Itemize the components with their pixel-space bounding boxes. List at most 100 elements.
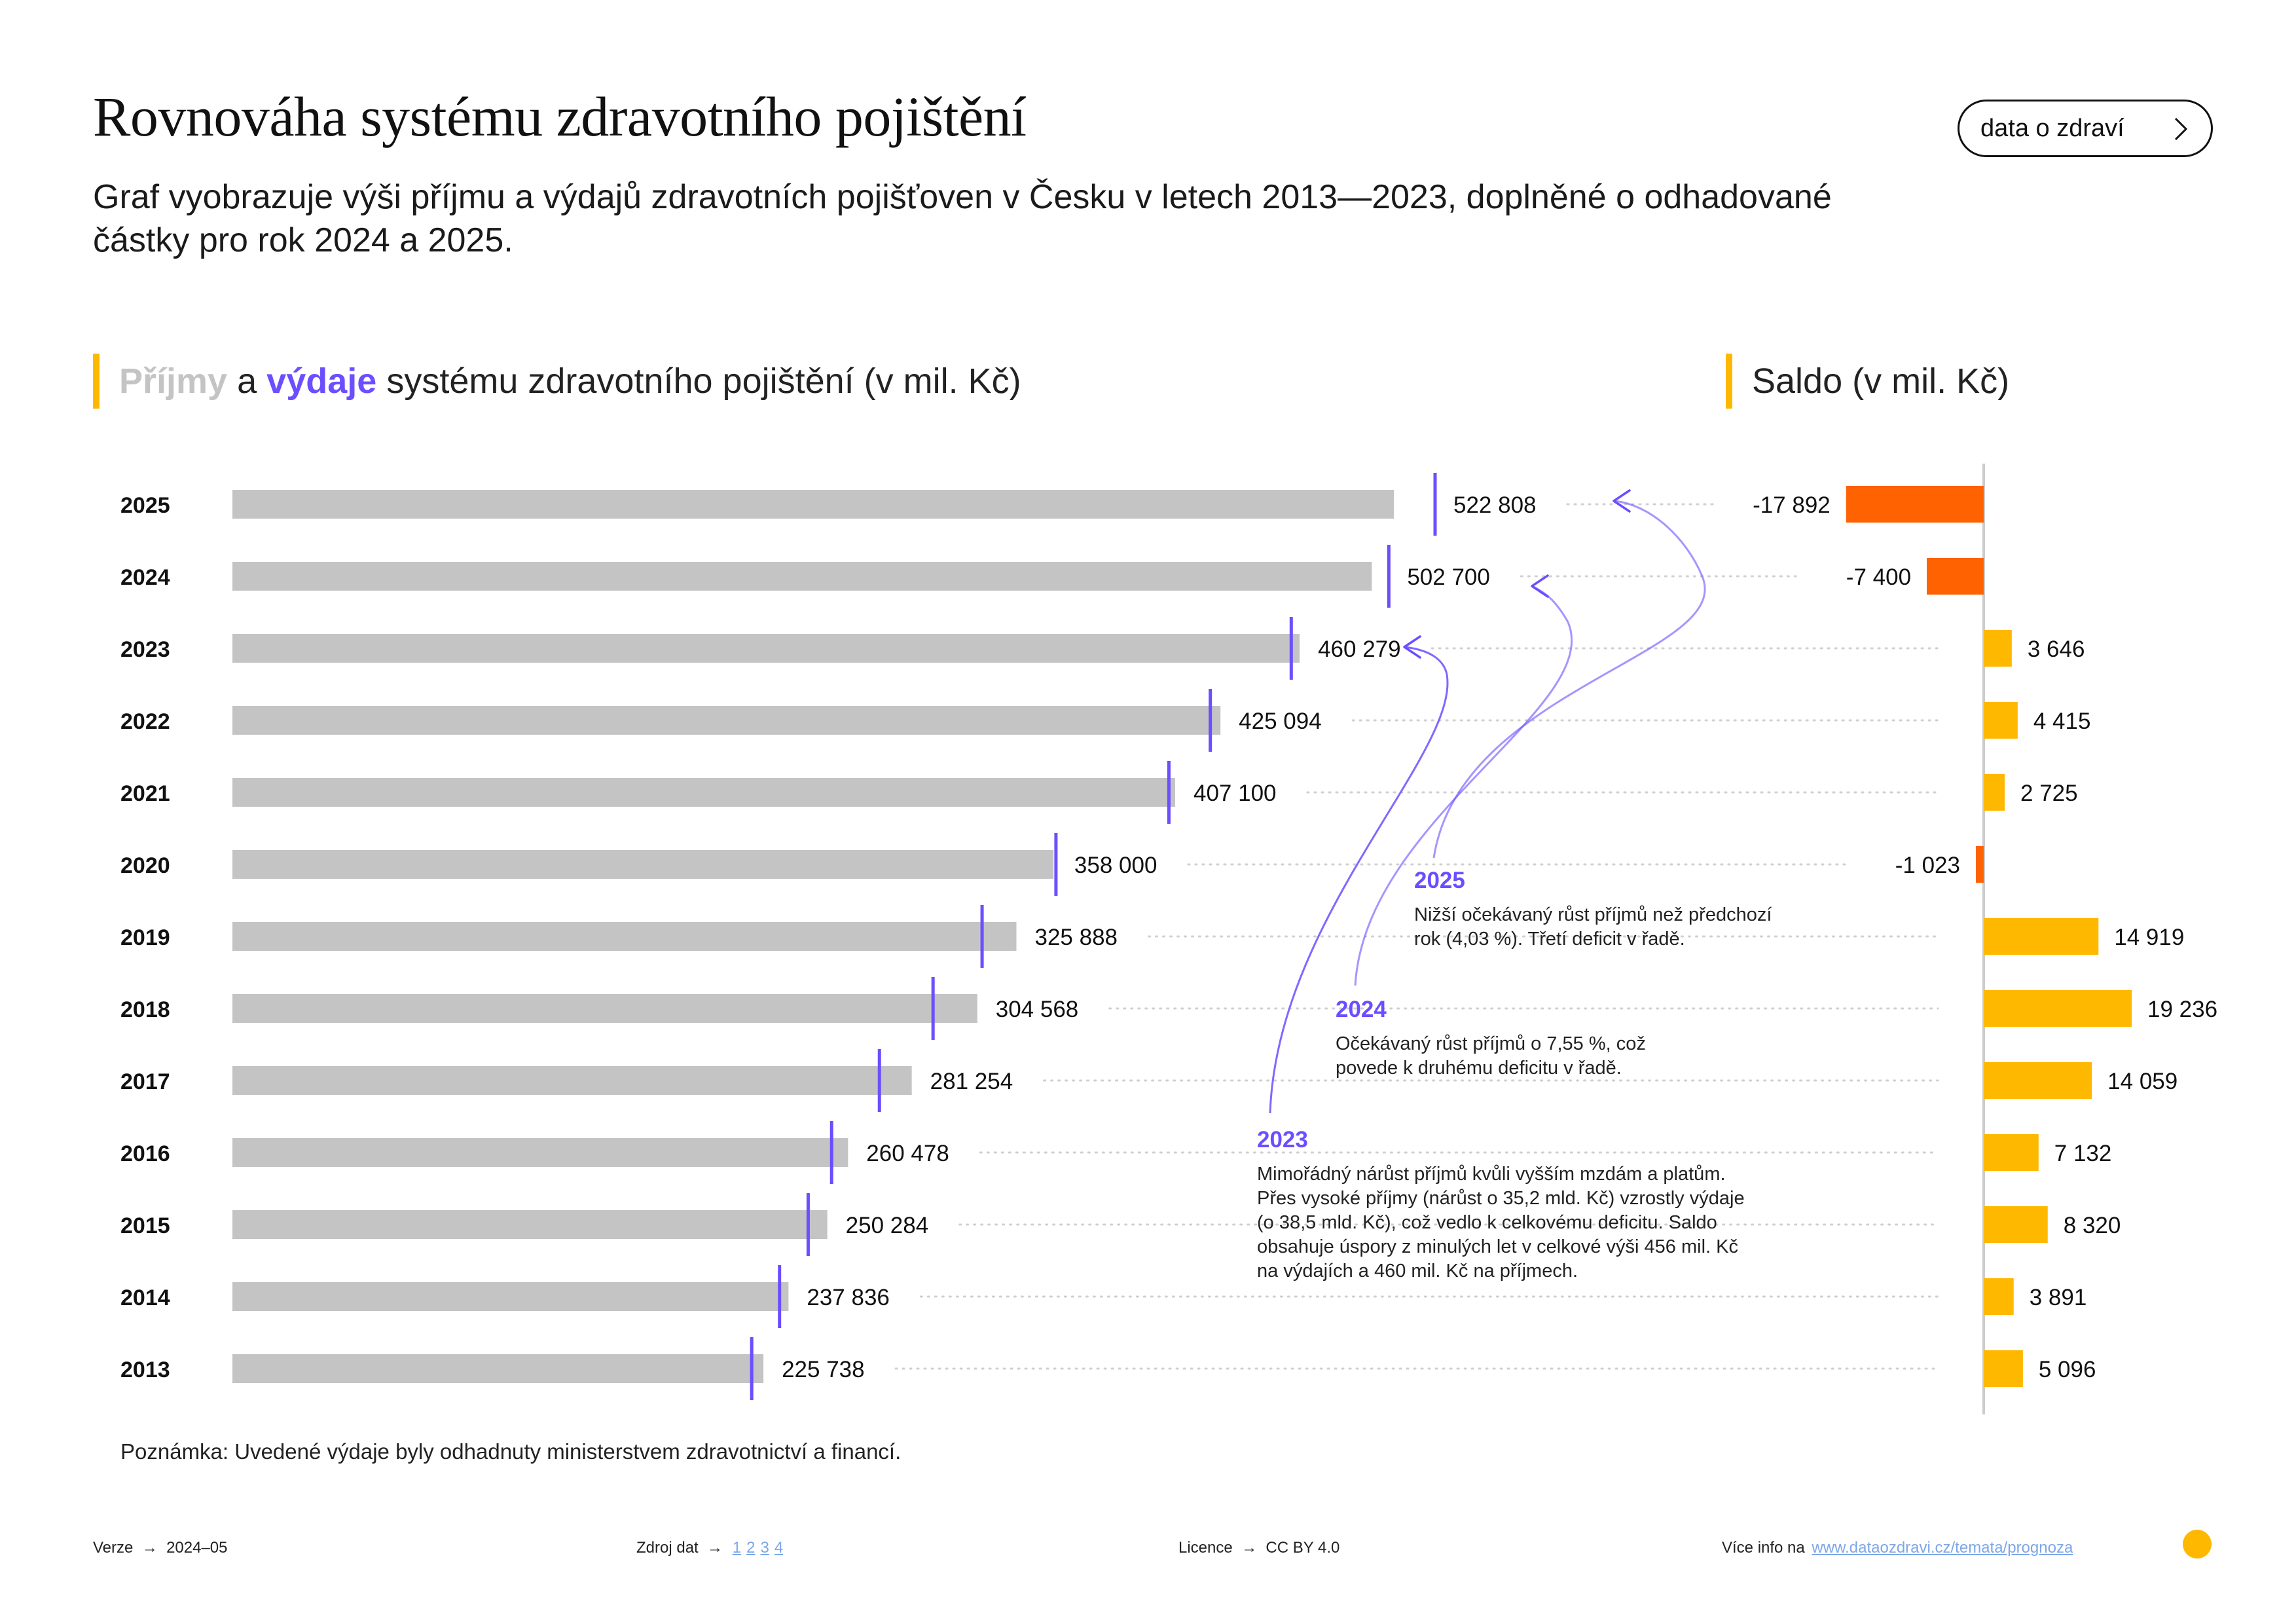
annotation-year: 2025	[1414, 868, 1465, 893]
income-bar	[232, 634, 1300, 663]
expense-value-label: 358 000	[1074, 853, 1157, 878]
accent-bar	[93, 354, 100, 409]
saldo-value-label: 14 059	[2107, 1069, 2178, 1094]
expense-value-label: 460 279	[1318, 637, 1401, 662]
version-label: Verze	[93, 1539, 134, 1557]
info-link[interactable]: www.dataozdravi.cz/temata/prognoza	[1812, 1539, 2073, 1557]
year-label: 2024	[120, 565, 170, 590]
annotation-text: Mimořádný nárůst příjmů kvůli vyšším mzd…	[1257, 1164, 1726, 1185]
saldo-value-label: 5 096	[2039, 1357, 2096, 1382]
income-bar	[232, 922, 1017, 951]
income-bar	[232, 850, 1054, 879]
annotation-year: 2024	[1336, 997, 1387, 1022]
saldo-title: Saldo (v mil. Kč)	[1752, 361, 2010, 401]
expense-value-label: 502 700	[1407, 564, 1490, 590]
saldo-value-label: 3 891	[2030, 1285, 2087, 1310]
saldo-heading: Saldo (v mil. Kč)	[1726, 354, 2009, 409]
annotation-text: rok (4,03 %). Třetí deficit v řadě.	[1414, 929, 1685, 950]
arrow-right-icon: →	[137, 1539, 162, 1557]
saldo-value-label: 7 132	[2054, 1141, 2112, 1166]
saldo-bar	[1984, 630, 2012, 667]
income-bar	[232, 778, 1176, 807]
annotation-connector	[1432, 500, 1706, 858]
source-link-3[interactable]: 3	[760, 1539, 769, 1557]
expense-value-label: 304 568	[996, 997, 1079, 1022]
income-bar	[232, 994, 977, 1023]
license-value: CC BY 4.0	[1266, 1539, 1340, 1557]
chart-legend-heading: Příjmy a výdaje systému zdravotního poji…	[93, 354, 1021, 409]
arrow-right-icon: →	[702, 1539, 723, 1557]
annotation-year: 2023	[1257, 1127, 1308, 1153]
source-link-2[interactable]: 2	[746, 1539, 756, 1557]
annotation-text: Nižší očekávaný růst příjmů než předchoz…	[1414, 904, 1772, 925]
saldo-bar	[1984, 702, 2018, 739]
year-label: 2021	[120, 781, 170, 806]
saldo-value-label: 3 646	[2028, 637, 2085, 662]
expense-value-label: 260 478	[866, 1141, 949, 1166]
footer-version: Verze → 2024–05	[93, 1539, 228, 1557]
page-title: Rovnováha systému zdravotního pojištění	[93, 85, 1027, 148]
info-label: Více info na	[1722, 1539, 1805, 1557]
page-subtitle: Graf vyobrazuje výši příjmu a výdajů zdr…	[93, 178, 1832, 259]
source-link-1[interactable]: 1	[732, 1539, 742, 1557]
income-bar	[232, 1138, 848, 1167]
income-bar	[232, 706, 1221, 735]
data-o-zdravi-button[interactable]: data o zdraví	[1958, 100, 2213, 157]
license-label: Licence	[1178, 1539, 1233, 1557]
footer-license: Licence → CC BY 4.0	[1178, 1539, 1339, 1557]
expense-value-label: 237 836	[807, 1285, 890, 1310]
year-label: 2015	[120, 1213, 170, 1238]
year-label: 2014	[120, 1285, 170, 1310]
income-bar	[232, 490, 1394, 519]
source-link-4[interactable]: 4	[774, 1539, 784, 1557]
saldo-value-label: 19 236	[2147, 997, 2217, 1022]
saldo-value-label: -17 892	[1753, 492, 1831, 518]
saldo-bar	[1984, 990, 2132, 1027]
saldo-value-label: 2 725	[2020, 781, 2078, 806]
arrow-right-icon: →	[1237, 1539, 1262, 1557]
annotation-text: povede k druhému deficitu v řadě.	[1336, 1058, 1622, 1079]
button-label: data o zdraví	[1980, 114, 2124, 142]
arrowhead-icon	[1531, 574, 1549, 598]
saldo-bar	[1927, 558, 1984, 595]
source-label: Zdroj dat	[636, 1539, 699, 1557]
footer-info: Více info na www.dataozdravi.cz/temata/p…	[1722, 1539, 2073, 1557]
annotation-text: Očekávaný růst příjmů o 7,55 %, což	[1336, 1033, 1646, 1054]
annotation-text: Přes vysoké příjmy (nárůst o 35,2 mld. K…	[1257, 1188, 1745, 1209]
year-label: 2023	[120, 637, 170, 662]
income-bar	[232, 1210, 828, 1239]
accent-bar	[1726, 354, 1732, 409]
annotation-text: (o 38,5 mld. Kč), což vedlo k celkovému …	[1257, 1212, 1717, 1233]
annotation-text: obsahuje úspory z minulých let v celkové…	[1257, 1236, 1738, 1257]
arrowhead-icon	[1613, 489, 1631, 513]
year-label: 2019	[120, 925, 170, 950]
logo-icon	[2183, 1530, 2212, 1559]
saldo-bar	[1984, 1134, 2039, 1171]
year-label: 2013	[120, 1357, 170, 1382]
chart-note: Poznámka: Uvedené výdaje byly odhadnuty …	[120, 1439, 902, 1464]
year-label: 2016	[120, 1141, 170, 1166]
annotation-connector	[1269, 646, 1449, 1114]
saldo-value-label: 4 415	[2033, 709, 2091, 734]
year-label: 2022	[120, 709, 170, 734]
year-label: 2020	[120, 853, 170, 878]
year-label: 2025	[120, 493, 170, 518]
version-value: 2024–05	[166, 1539, 228, 1557]
saldo-bar	[1975, 846, 1984, 883]
expense-value-label: 250 284	[846, 1213, 929, 1238]
saldo-value-label: 8 320	[2064, 1213, 2121, 1238]
chevron-right-icon	[2174, 117, 2188, 141]
legend-and: a	[237, 361, 257, 401]
saldo-value-label: -1 023	[1895, 853, 1960, 878]
saldo-bar	[1846, 486, 1984, 523]
saldo-bar	[1984, 1350, 2023, 1387]
saldo-value-label: -7 400	[1846, 564, 1911, 590]
legend-expense: výdaje	[266, 361, 377, 401]
saldo-bar	[1984, 1062, 2092, 1099]
legend-rest: systému zdravotního pojištění (v mil. Kč…	[386, 361, 1021, 401]
saldo-bar	[1984, 774, 2005, 811]
legend-income: Příjmy	[119, 361, 228, 401]
expense-value-label: 325 888	[1034, 925, 1118, 950]
